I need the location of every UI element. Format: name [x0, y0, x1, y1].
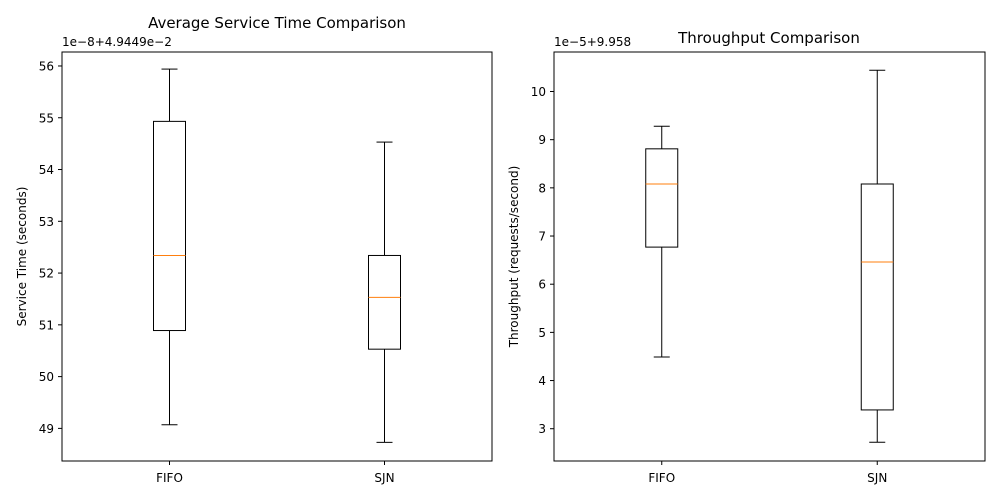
y-tick-label: 9	[538, 133, 546, 147]
y-tick-label: 53	[39, 215, 54, 229]
chart-title: Average Service Time Comparison	[148, 14, 406, 32]
y-tick-label: 52	[39, 267, 54, 281]
y-tick-label: 55	[39, 111, 54, 125]
plot-frame	[553, 51, 986, 462]
box-plot-sjn	[368, 141, 401, 443]
y-tick-label: 56	[39, 59, 54, 73]
y-tick-label: 6	[538, 278, 546, 292]
box-iqr	[153, 120, 186, 332]
x-tick-label: SJN	[867, 471, 887, 485]
y-axis-label: Throughput (requests/second)	[507, 166, 521, 349]
y-tick-label: 50	[39, 370, 54, 384]
y-axis-label: Service Time (seconds)	[15, 187, 29, 327]
chart-panel-2: Throughput Comparison 1e−5+9.958 Throughpu…	[507, 29, 986, 485]
y-tick-label: 3	[538, 422, 546, 436]
box-plot-fifo	[645, 125, 679, 358]
y-tick-label: 8	[538, 181, 546, 195]
y-tick-label: 54	[39, 163, 54, 177]
y-tick-label: 7	[538, 230, 546, 244]
x-tick-label: SJN	[374, 471, 394, 485]
y-tick-label: 49	[39, 422, 54, 436]
y-tick-label: 10	[531, 85, 546, 99]
y-tick-label: 51	[39, 318, 54, 332]
x-tick-label: FIFO	[156, 471, 183, 485]
y-tick-label: 5	[538, 326, 546, 340]
chart-panel-1: Average Service Time Comparison 1e−8+4.94…	[15, 14, 493, 485]
plot-frame	[61, 51, 493, 462]
y-tick-label: 4	[538, 374, 546, 388]
box-plot-sjn	[860, 69, 894, 443]
box-iqr	[368, 254, 401, 350]
x-tick-label: FIFO	[648, 471, 675, 485]
axis-offset-text: 1e−8+4.9449e−2	[62, 35, 172, 49]
axis-offset-text: 1e−5+9.958	[554, 35, 631, 49]
chart-title: Throughput Comparison	[677, 29, 860, 47]
box-iqr	[645, 148, 679, 248]
box-iqr	[860, 183, 894, 411]
box-plot-fifo	[153, 68, 186, 426]
